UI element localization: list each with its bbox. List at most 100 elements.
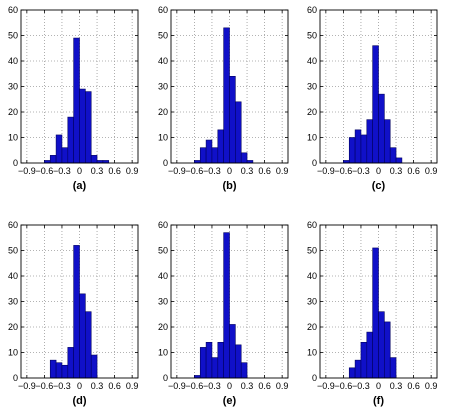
x-tick-label: 0	[77, 166, 82, 176]
axes-frame	[319, 224, 438, 379]
y-tick-label: 0	[13, 373, 18, 383]
axes-frame	[20, 9, 139, 164]
histogram-bar	[49, 359, 57, 379]
x-tick-label: −0.6	[186, 166, 204, 176]
axes-frame	[20, 224, 139, 379]
panel-label: (e)	[223, 395, 237, 407]
histogram-bar	[366, 331, 373, 379]
x-tick-label: −0.3	[352, 166, 370, 176]
x-tick-label: 0.3	[390, 166, 403, 176]
x-tick-label: 0.6	[108, 166, 121, 176]
histogram-bar	[229, 76, 236, 164]
y-tick-label: 20	[158, 322, 168, 332]
histogram-bar	[348, 137, 356, 164]
histogram-bar	[223, 27, 230, 164]
x-tick-label: 0	[77, 381, 82, 391]
histogram-bar	[223, 232, 230, 379]
x-tick-label: 0.3	[91, 166, 104, 176]
x-tick-label: 0.3	[241, 381, 254, 391]
x-tick-label: −0.9	[168, 381, 186, 391]
x-tick-label: −0.3	[203, 381, 221, 391]
y-tick-label: 30	[8, 297, 18, 307]
y-tick-label: 0	[13, 158, 18, 168]
histogram-bar	[389, 357, 397, 379]
x-tick-label: 0.3	[390, 381, 403, 391]
histogram-bar	[240, 362, 248, 379]
histogram-bar	[378, 311, 385, 379]
histogram-bar	[199, 147, 207, 164]
histogram-bar	[354, 359, 362, 379]
y-tick-label: 50	[158, 246, 168, 256]
y-tick-label: 0	[312, 373, 317, 383]
panel-label: (f)	[373, 395, 384, 407]
x-tick-label: −0.6	[36, 166, 54, 176]
y-tick-label: 0	[163, 158, 168, 168]
panel-label: (c)	[372, 180, 386, 192]
subplot-d: 0 10 20 30 40 50 60 −0.9 −0.6 −0.3 0 0.3 0.6 0.9 (d)	[8, 220, 139, 407]
histogram-bar	[79, 88, 86, 164]
panel-label: (d)	[72, 395, 86, 407]
y-tick-label: 40	[158, 271, 168, 281]
x-tick-label: −0.9	[317, 166, 335, 176]
y-tick-label: 20	[307, 107, 317, 117]
histogram-bar	[360, 341, 368, 379]
histogram-bar	[90, 155, 98, 164]
x-tick-label: −0.6	[36, 381, 54, 391]
x-tick-label: 0	[376, 381, 381, 391]
x-tick-label: −0.6	[186, 381, 204, 391]
y-tick-label: 10	[307, 348, 317, 358]
y-tick-label: 30	[158, 297, 168, 307]
x-tick-label: −0.9	[317, 381, 335, 391]
histogram-bar	[235, 101, 242, 164]
histogram-bar	[205, 341, 213, 379]
x-tick-label: 0	[227, 381, 232, 391]
histogram-bar	[79, 293, 86, 379]
histogram-bar	[217, 341, 224, 379]
y-tick-label: 30	[307, 82, 317, 92]
y-tick-label: 50	[307, 31, 317, 41]
subplot-c: 0 10 20 30 40 50 60 −0.9 −0.6 −0.3 0 0.3 0.6 0.9 (c)	[307, 5, 438, 192]
y-tick-label: 60	[8, 220, 18, 230]
x-tick-label: 0.9	[126, 381, 139, 391]
histogram-bar	[61, 147, 69, 164]
y-tick-label: 50	[8, 246, 18, 256]
x-tick-label: −0.3	[53, 381, 71, 391]
histogram-bar	[366, 119, 373, 164]
x-tick-label: 0.9	[425, 381, 438, 391]
y-tick-label: 10	[8, 133, 18, 143]
y-tick-label: 10	[158, 133, 168, 143]
panel-label: (a)	[73, 180, 87, 192]
x-tick-label: 0.6	[258, 381, 271, 391]
y-tick-label: 30	[158, 82, 168, 92]
x-tick-label: 0	[376, 166, 381, 176]
x-tick-label: 0.9	[126, 166, 139, 176]
subplot-a: 0 10 20 30 40 50 60 −0.9 −0.6 −0.3 0 0.3 0.6 0.9 (a)	[8, 5, 139, 192]
y-tick-label: 60	[307, 5, 317, 15]
histogram-bar	[73, 37, 80, 164]
x-tick-label: −0.9	[168, 166, 186, 176]
y-tick-label: 50	[307, 246, 317, 256]
y-tick-label: 30	[8, 82, 18, 92]
x-tick-label: 0.6	[407, 381, 420, 391]
y-tick-label: 20	[8, 322, 18, 332]
y-tick-label: 60	[158, 220, 168, 230]
histogram-bar	[348, 367, 356, 379]
axes-frame	[319, 9, 438, 164]
x-tick-label: −0.3	[203, 166, 221, 176]
histogram-bar	[384, 321, 391, 379]
axes-frame	[170, 9, 289, 164]
y-tick-label: 40	[8, 271, 18, 281]
x-tick-label: 0.6	[258, 166, 271, 176]
histogram-bar	[372, 247, 379, 379]
histogram-bar	[90, 354, 98, 379]
x-tick-label: −0.6	[335, 166, 353, 176]
histogram-bar	[205, 139, 213, 164]
histogram-bar	[49, 155, 57, 164]
x-tick-label: −0.6	[335, 381, 353, 391]
x-tick-label: 0.9	[425, 166, 438, 176]
subplot-b: 0 10 20 30 40 50 60 −0.9 −0.6 −0.3 0 0.3 0.6 0.9 (b)	[158, 5, 289, 192]
histogram-bar	[354, 129, 362, 164]
y-tick-label: 40	[8, 56, 18, 66]
y-tick-label: 50	[158, 31, 168, 41]
